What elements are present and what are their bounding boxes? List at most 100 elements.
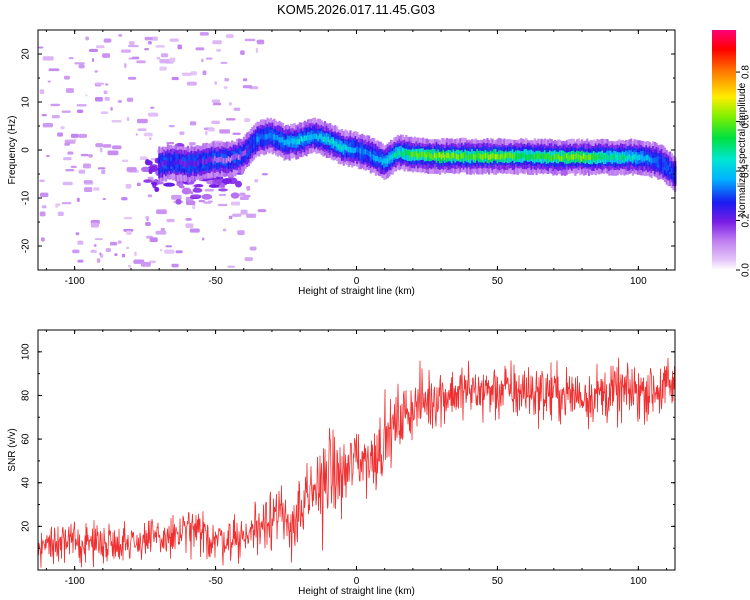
ridge-cell — [625, 155, 628, 162]
noise-cell — [168, 124, 175, 128]
ridge-cell — [376, 155, 379, 162]
ridge-cell — [635, 154, 638, 160]
noise-cell — [244, 257, 253, 262]
ridge-cell — [501, 152, 504, 159]
noise-cell — [111, 119, 122, 123]
noise-cell — [214, 81, 217, 85]
ridge-cell — [521, 152, 525, 158]
ridge-cell — [158, 163, 161, 169]
ridge-cell — [445, 152, 448, 159]
noise-cell — [223, 86, 228, 89]
noise-cell — [185, 218, 192, 221]
cluster-cell — [141, 166, 150, 173]
noise-cell — [202, 70, 207, 76]
noise-cell — [150, 106, 155, 109]
noise-cell — [72, 138, 77, 141]
ridge-cell — [476, 152, 479, 159]
noise-cell — [46, 155, 50, 158]
ridge-cell — [508, 152, 511, 158]
noise-cell — [110, 107, 113, 111]
ridge-cell — [313, 133, 317, 139]
ridge-cell — [354, 147, 357, 153]
noise-cell — [159, 66, 167, 71]
noise-cell — [199, 32, 209, 36]
noise-cell — [61, 201, 72, 205]
noise-cell — [57, 132, 63, 137]
noise-cell — [177, 44, 183, 50]
noise-cell — [105, 248, 111, 253]
spectrogram-y-axis-label: Frequency (Hz) — [7, 116, 18, 185]
ridge-cell — [251, 141, 254, 148]
ridge-cell — [356, 146, 359, 152]
noise-cell — [57, 211, 64, 217]
spectrogram-y-tick-label: -10 — [21, 190, 32, 205]
ridge-cell — [614, 153, 618, 159]
ridge-cell — [444, 154, 447, 160]
ridge-cell — [548, 155, 552, 161]
ridge-cell — [396, 150, 399, 157]
ridge-cell — [215, 157, 218, 163]
noise-cell — [244, 38, 256, 42]
noise-cell — [211, 120, 221, 125]
noise-cell — [95, 82, 105, 85]
ridge-cell — [166, 161, 169, 167]
noise-cell — [39, 211, 46, 217]
snr-x-tick-label: 50 — [492, 576, 504, 587]
noise-cell — [63, 157, 72, 161]
noise-cell — [249, 246, 257, 251]
spectrogram-x-tick-label: -50 — [208, 276, 223, 287]
ridge-cell — [663, 161, 667, 167]
cluster-cell — [221, 178, 233, 185]
noise-cell — [65, 88, 74, 93]
noise-cell — [201, 237, 205, 241]
ridge-cell — [554, 153, 557, 160]
noise-cell — [97, 167, 106, 170]
ridge-cell — [185, 160, 188, 166]
noise-cell — [155, 230, 167, 235]
noise-cell — [159, 249, 163, 252]
ridge-cell — [264, 134, 268, 140]
noise-cell — [189, 228, 200, 233]
noise-cell — [40, 192, 49, 198]
ridge-cell — [498, 154, 501, 160]
ridge-cell — [542, 153, 545, 159]
noise-cell — [240, 209, 248, 215]
noise-cell — [125, 184, 132, 189]
noise-cell — [185, 200, 196, 206]
ridge-cell — [273, 134, 276, 140]
noise-cell — [240, 50, 245, 55]
ridge-cell — [327, 136, 330, 142]
ridge-cell — [613, 154, 616, 160]
ridge-cell — [175, 158, 178, 165]
noise-cell — [64, 139, 76, 144]
noise-cell — [149, 137, 152, 141]
ridge-cell — [247, 144, 251, 151]
ridge-cell — [159, 162, 163, 168]
ridge-cell — [528, 154, 531, 160]
ridge-cell — [340, 145, 344, 152]
ridge-cell — [447, 152, 450, 158]
ridge-cell — [349, 147, 352, 153]
ridge-cell — [653, 157, 657, 163]
noise-cell — [90, 250, 98, 253]
ridge-cell — [391, 154, 394, 160]
ridge-cell — [232, 154, 235, 160]
ridge-cell — [586, 155, 589, 161]
noise-cell — [61, 110, 71, 113]
ridge-cell — [361, 148, 364, 154]
ridge-cell — [217, 157, 220, 163]
snr-y-tick-label: 40 — [21, 477, 32, 489]
noise-cell — [42, 122, 53, 128]
noise-cell — [109, 241, 118, 246]
ridge-cell — [499, 154, 503, 160]
noise-cell — [218, 194, 227, 197]
noise-cell — [72, 249, 80, 254]
noise-cell — [124, 63, 127, 68]
ridge-cell — [389, 154, 393, 160]
cluster-cell — [220, 182, 225, 188]
colorbar: 0.0 0.2 0.4 0.6 0.8 Normalized spectral ampl… — [712, 30, 750, 277]
ridge-cell — [511, 154, 514, 160]
noise-cell — [198, 199, 205, 203]
ridge-cell — [214, 155, 217, 162]
ridge-cell — [315, 133, 318, 140]
